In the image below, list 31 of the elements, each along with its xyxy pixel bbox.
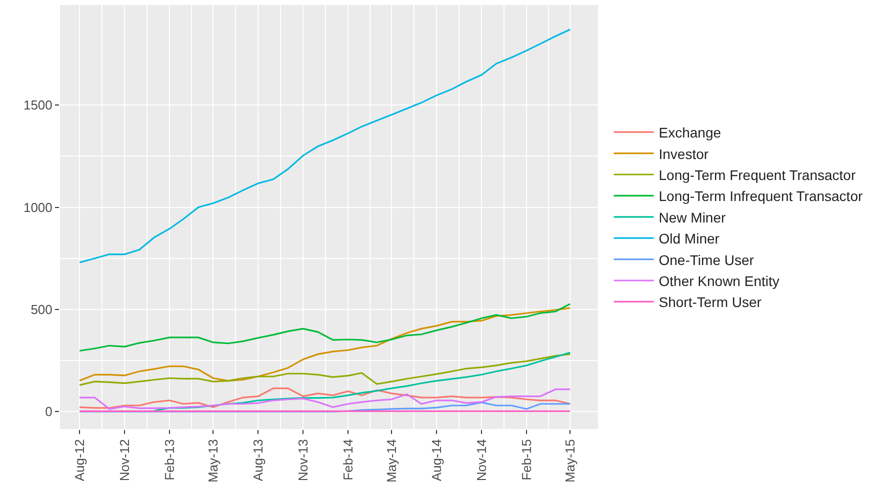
x-tick-label: Nov-12: [116, 439, 132, 482]
line-series: [78, 402, 571, 412]
x-tick-label: Feb-13: [162, 439, 177, 480]
x-tick-label: Aug-14: [428, 439, 444, 482]
x-tick-label: Feb-14: [340, 439, 356, 480]
line-series: [154, 352, 571, 412]
legend-label: Exchange: [658, 124, 722, 141]
legend-label: Long-Term Infrequent Transactor: [658, 188, 863, 204]
legend-label: New Miner: [658, 209, 726, 226]
x-tick-label: Nov-13: [295, 439, 310, 482]
legend-label: Long-Term Frequent Transactor: [658, 166, 856, 183]
legend-label: Old Miner: [658, 230, 720, 247]
legend-label: Other Known Entity: [658, 272, 780, 289]
x-tick-label: May-13: [205, 439, 220, 483]
x-tick-label: Aug-13: [250, 439, 266, 482]
legend-label: Short-Term User: [658, 294, 762, 310]
x-tick-label: May-15: [562, 439, 578, 483]
x-tick-label: Nov-14: [474, 439, 489, 482]
line-series: [78, 28, 571, 264]
x-tick-label: Aug-12: [72, 439, 87, 482]
y-tick-label: 1000: [23, 200, 52, 215]
y-tick-label: 500: [30, 302, 52, 318]
x-tick-label: Feb-15: [518, 439, 534, 480]
y-tick-label: 1500: [23, 98, 52, 113]
y-tick-label: 0: [45, 404, 52, 420]
line-series: [78, 353, 571, 386]
legend-label: Investor: [658, 146, 709, 162]
legend-label: One-Time User: [658, 252, 754, 268]
line-series: [78, 307, 571, 382]
line-series: [78, 303, 571, 352]
x-tick-label: May-14: [384, 439, 399, 483]
